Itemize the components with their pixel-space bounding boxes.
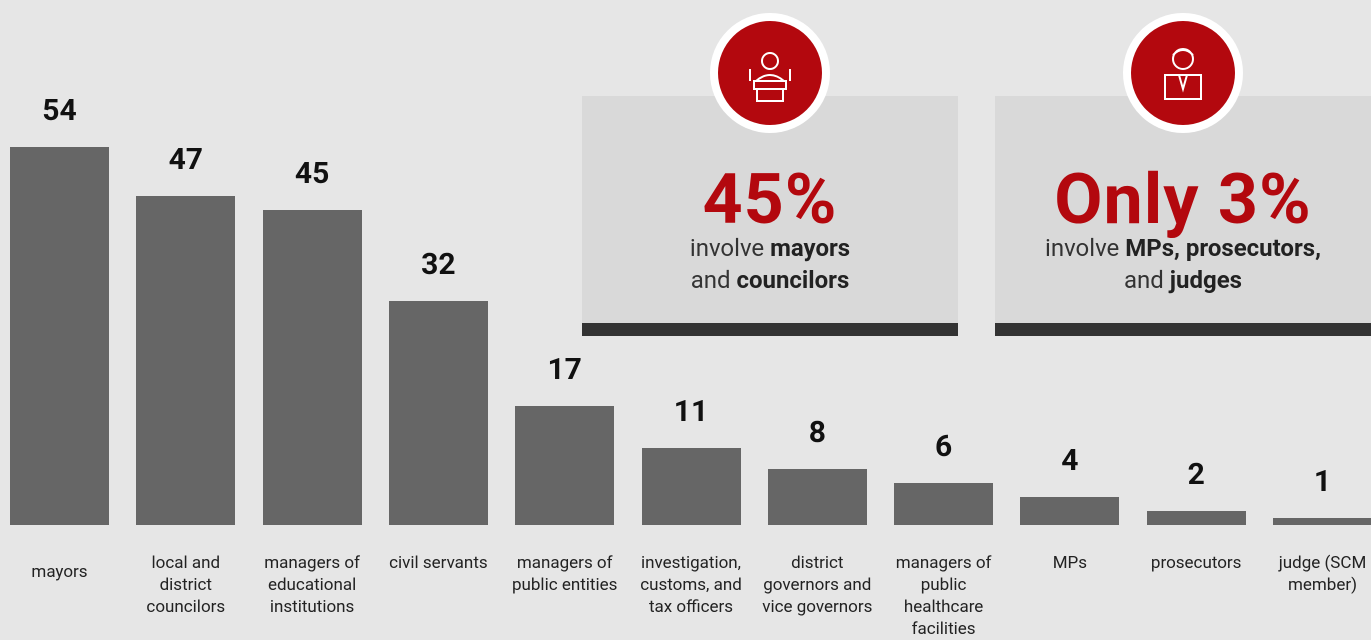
- callout-emphasis: councilors: [736, 266, 849, 294]
- callout-emphasis: judges: [1170, 266, 1242, 294]
- callout-text: involve MPs, prosecutors, and judges: [995, 232, 1371, 296]
- callout-headline: 45%: [582, 162, 958, 238]
- value-label: 54: [10, 93, 109, 128]
- mayor-icon: [710, 13, 830, 133]
- bar: [642, 448, 741, 525]
- callout-text-part: and: [691, 266, 737, 294]
- category-label: civil servants: [380, 552, 496, 574]
- category-label: MPs: [1012, 552, 1128, 574]
- value-label: 8: [768, 415, 867, 450]
- category-label: mayors: [2, 561, 118, 583]
- callout-text: involve mayors and councilors: [582, 232, 958, 296]
- bar: [515, 406, 614, 525]
- callout-text-part: involve: [1045, 234, 1125, 262]
- bar: [1147, 511, 1246, 525]
- category-label: prosecutors: [1138, 552, 1254, 574]
- category-label: managers of public entities: [507, 552, 623, 596]
- bar: [389, 301, 488, 525]
- official-icon: [1123, 13, 1243, 133]
- bar: [263, 210, 362, 525]
- category-label: managers of public healthcare facilities: [886, 552, 1002, 640]
- bar: [136, 196, 235, 525]
- value-label: 11: [642, 394, 741, 429]
- category-label: managers of educational institutions: [254, 552, 370, 618]
- bar: [894, 483, 993, 525]
- value-label: 45: [263, 156, 362, 191]
- callout-text-part: involve: [690, 234, 770, 262]
- value-label: 32: [389, 247, 488, 282]
- value-label: 47: [136, 142, 235, 177]
- value-label: 17: [515, 352, 614, 387]
- value-label: 1: [1273, 464, 1371, 499]
- callout-emphasis: MPs, prosecutors,: [1125, 234, 1321, 262]
- callout-emphasis: mayors: [770, 234, 850, 262]
- bar: [768, 469, 867, 525]
- category-label: judge (SCM member): [1265, 552, 1371, 596]
- category-label: district governors and vice governors: [759, 552, 875, 618]
- callout-text-part: and: [1124, 266, 1170, 294]
- value-label: 6: [894, 429, 993, 464]
- value-label: 4: [1020, 443, 1119, 478]
- category-label: local and district councilors: [128, 552, 244, 618]
- category-label: investigation, customs, and tax officers: [633, 552, 749, 618]
- callout-headline: Only 3%: [995, 162, 1371, 238]
- value-label: 2: [1147, 457, 1246, 492]
- bar: [10, 147, 109, 525]
- bar: [1020, 497, 1119, 525]
- bar: [1273, 518, 1371, 525]
